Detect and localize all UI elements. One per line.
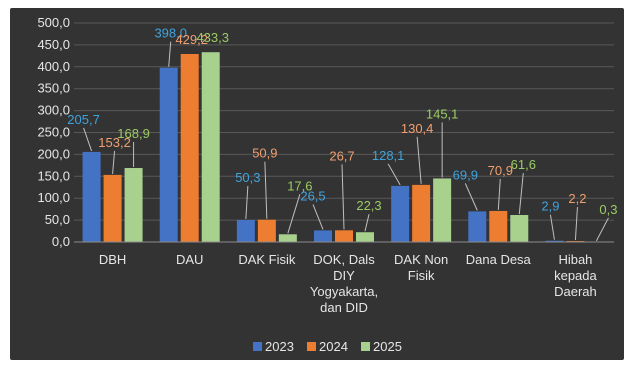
- x-category-label-line: DIY: [333, 268, 355, 283]
- x-category-label: DAK Non Fisik: [394, 252, 448, 283]
- data-label: 26,5: [300, 188, 325, 203]
- label-leader-line: [168, 41, 172, 67]
- data-label: 398,0: [154, 26, 187, 41]
- y-tick-label: 50,0: [45, 212, 70, 227]
- label-leader-line: [83, 127, 93, 152]
- x-category-label: Dana Desa: [466, 252, 532, 267]
- legend-label: 2025: [373, 339, 402, 354]
- bar: [356, 232, 374, 242]
- label-leader-line: [387, 163, 401, 186]
- x-category-label: DOK, Dals DIY Yogyakarta, dan DID: [310, 252, 378, 315]
- bar: [545, 240, 564, 242]
- data-label: 70,9: [488, 163, 513, 178]
- label-leader-line: [287, 194, 301, 234]
- data-label: 168,9: [117, 126, 150, 141]
- label-leader-line: [364, 214, 370, 232]
- data-label: 2,9: [541, 199, 559, 214]
- legend-label: 2024: [319, 339, 348, 354]
- label-leader-line: [264, 161, 268, 219]
- label-leader-line: [497, 178, 501, 210]
- bar: [314, 230, 332, 242]
- data-label: 145,1: [426, 106, 459, 121]
- legend-swatch: [307, 342, 316, 351]
- label-leader-line: [341, 164, 345, 230]
- data-label: 433,3: [196, 30, 229, 45]
- data-label: 0,3: [599, 202, 617, 217]
- y-tick-label: 450,0: [37, 37, 70, 52]
- x-category-label-line: DOK, Dals: [313, 252, 375, 267]
- data-label: 153,2: [98, 135, 131, 150]
- y-tick-label: 150,0: [37, 168, 70, 183]
- legend-swatch: [253, 342, 262, 351]
- legend-label: 2023: [265, 339, 294, 354]
- chart-frame: 0,0 50,0 100,0 150,0 200,0 250,0 300,0 350,0 400…: [10, 8, 624, 360]
- data-label: 69,9: [453, 167, 478, 182]
- bar: [468, 211, 487, 242]
- label-leader-line: [416, 136, 422, 184]
- bar: [335, 230, 353, 242]
- x-category-label-line: kepada: [554, 268, 597, 283]
- legend-swatch: [361, 342, 370, 351]
- x-category-label: Hibah kepada Daerah: [554, 252, 597, 299]
- bar: [510, 215, 529, 242]
- y-tick-label: 200,0: [37, 146, 70, 161]
- x-category-label: DAK Fisik: [238, 252, 296, 267]
- label-leader-line: [312, 204, 324, 230]
- bar: [257, 219, 276, 242]
- y-tick-label: 300,0: [37, 103, 70, 118]
- x-category-label-line: dan DID: [320, 300, 368, 315]
- data-label: 2,2: [568, 191, 586, 206]
- data-label: 17,6: [287, 178, 312, 193]
- y-tick-label: 100,0: [37, 190, 70, 205]
- bar: [201, 52, 220, 242]
- bar: [433, 178, 452, 242]
- data-label: 429,2: [175, 32, 208, 47]
- label-leader-line: [112, 150, 116, 174]
- bar: [412, 184, 431, 242]
- label-leader-line: [518, 172, 524, 215]
- x-category-label-line: Fisik: [408, 268, 435, 283]
- x-category-label-line: Hibah: [558, 252, 592, 267]
- data-label: 61,6: [511, 157, 536, 172]
- label-leader-line: [464, 183, 478, 211]
- bar: [236, 219, 255, 242]
- data-label: 22,3: [356, 198, 381, 213]
- x-category-label-line: DAK Non: [394, 252, 448, 267]
- label-leader-line: [549, 214, 555, 240]
- bar: [489, 210, 508, 242]
- bar: [180, 54, 199, 242]
- label-leader-line: [245, 185, 249, 219]
- x-category-label-line: DAK Fisik: [238, 252, 296, 267]
- data-label: 50,9: [252, 146, 277, 161]
- data-label: 26,7: [329, 148, 354, 163]
- bar: [391, 185, 410, 242]
- x-category-label-line: DAU: [176, 252, 203, 267]
- y-tick-label: 400,0: [37, 59, 70, 74]
- y-tick-label: 0,0: [52, 234, 70, 249]
- x-category-label-line: Daerah: [554, 284, 597, 299]
- data-label: 128,1: [372, 148, 405, 163]
- bar-chart: 0,0 50,0 100,0 150,0 200,0 250,0 300,0 350,0 400…: [37, 15, 617, 354]
- data-label: 130,4: [401, 121, 434, 136]
- data-label: 205,7: [67, 112, 100, 127]
- bar: [159, 67, 178, 242]
- bar: [103, 174, 122, 242]
- bar: [278, 234, 297, 242]
- label-leader-line: [574, 207, 578, 241]
- x-category-label-line: Dana Desa: [466, 252, 532, 267]
- x-category-label-line: DBH: [99, 252, 126, 267]
- x-category-label-line: Yogyakarta,: [310, 284, 378, 299]
- bar: [124, 168, 143, 242]
- y-tick-label: 250,0: [37, 125, 70, 140]
- x-category-label: DAU: [176, 252, 203, 267]
- y-tick-label: 500,0: [37, 15, 70, 30]
- x-category-label: DBH: [99, 252, 126, 267]
- data-label: 50,3: [235, 170, 260, 185]
- label-leader-line: [595, 217, 609, 242]
- y-tick-label: 350,0: [37, 81, 70, 96]
- bar: [82, 151, 101, 242]
